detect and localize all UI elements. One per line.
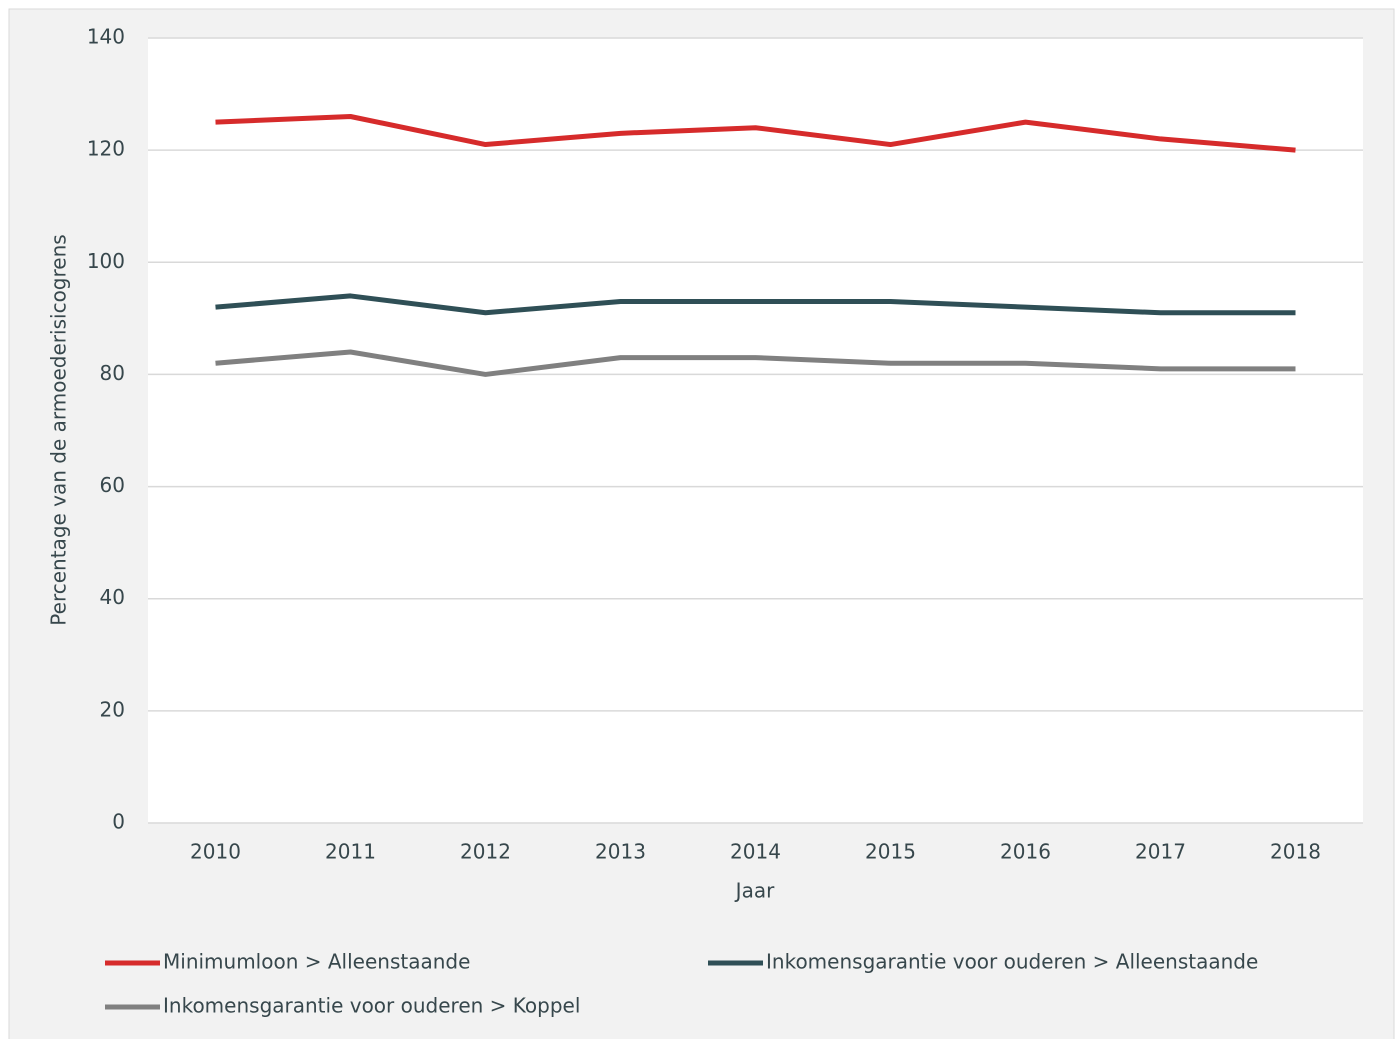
legend-label: Inkomensgarantie voor ouderen > Alleenst… [766, 950, 1258, 974]
y-tick-label: 80 [100, 361, 125, 385]
x-tick-label: 2011 [325, 840, 376, 864]
x-tick-label: 2018 [1270, 840, 1321, 864]
x-tick-label: 2015 [865, 840, 916, 864]
x-tick-label: 2013 [595, 840, 646, 864]
x-tick-label: 2016 [1000, 840, 1051, 864]
legend-label: Minimumloon > Alleenstaande [163, 950, 470, 974]
y-tick-label: 140 [87, 25, 125, 49]
y-tick-label: 120 [87, 137, 125, 161]
series-line [215, 114, 1296, 153]
x-axis-label: Jaar [734, 879, 775, 903]
y-tick-label: 0 [112, 810, 125, 834]
series-line [215, 349, 1296, 377]
series-line [215, 293, 1296, 316]
x-tick-label: 2014 [730, 840, 781, 864]
x-tick-label: 2010 [190, 840, 241, 864]
y-tick-label: 20 [100, 697, 125, 721]
x-tick-label: 2017 [1135, 840, 1186, 864]
y-tick-label: 60 [100, 473, 125, 497]
y-tick-label: 40 [100, 585, 125, 609]
y-tick-label: 100 [87, 249, 125, 273]
plot-area [148, 38, 1363, 823]
legend-label: Inkomensgarantie voor ouderen > Koppel [163, 994, 580, 1018]
x-tick-label: 2012 [460, 840, 511, 864]
y-axis-label: Percentage van de armoederisicogrens [47, 234, 71, 625]
